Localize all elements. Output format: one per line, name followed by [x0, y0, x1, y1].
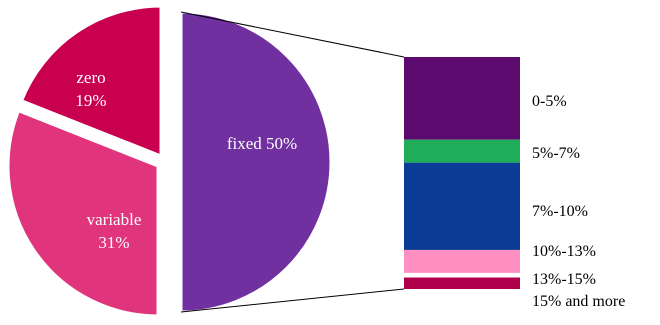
connector-line-top	[180, 11, 405, 58]
bar-segment-0	[404, 57, 520, 140]
bar-label-15-more: 15% and more	[532, 293, 625, 310]
bar-label-7-10: 7%-10%	[532, 203, 588, 220]
bar-label-10-13: 10%-13%	[532, 243, 596, 260]
pie-slice-zero	[19, 4, 163, 159]
bar-label-0-5: 0-5%	[532, 93, 567, 110]
bar-label-5-7: 5%-7%	[532, 145, 580, 162]
slice-label-zero-name: zero	[76, 68, 105, 87]
bar-segment-1	[404, 139, 520, 163]
slice-label-variable-name: variable	[87, 210, 142, 229]
pie-chart	[6, 4, 333, 318]
connector-lines	[180, 11, 405, 313]
slice-label-fixed: fixed 50%	[227, 134, 297, 153]
pie-slice-variable	[6, 108, 160, 318]
bar-segment-4	[404, 272, 520, 278]
connector-line-bottom	[180, 288, 405, 313]
slice-label-zero-value: 19%	[75, 91, 106, 110]
bar-segment-2	[404, 162, 520, 250]
bar-label-13-15: 13%-15%	[532, 271, 596, 288]
bar-segment-5	[404, 277, 520, 289]
pie-slice-fixed	[179, 10, 333, 314]
bar-segment-3	[404, 249, 520, 273]
slice-label-variable-value: 31%	[98, 233, 129, 252]
stacked-bar	[404, 57, 520, 289]
